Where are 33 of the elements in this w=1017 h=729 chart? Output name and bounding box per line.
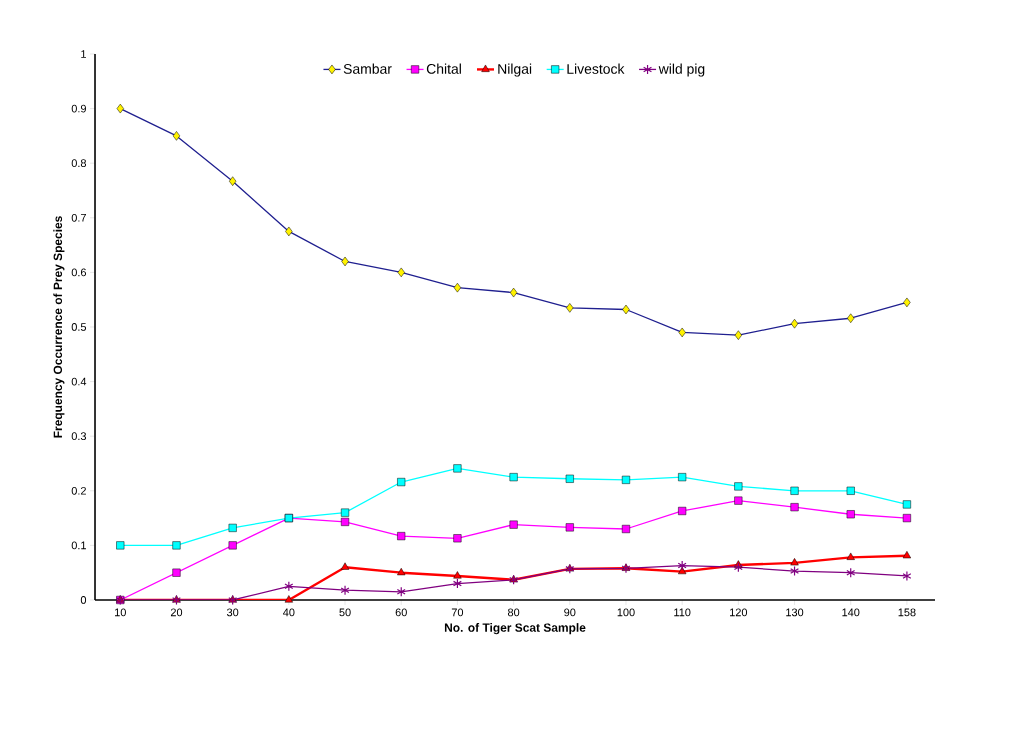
x-tick-label: 140 [842, 608, 860, 617]
x-tick-label: 20 [170, 608, 183, 617]
y-tick-label: 0.3 [71, 432, 87, 441]
y-tick-label: 0.7 [71, 213, 86, 222]
x-tick-label: 120 [730, 608, 748, 617]
legend-label: Sambar [343, 63, 392, 74]
y-tick-label: 1 [81, 50, 86, 58]
y-axis-title: Frequency Occurrence of Prey Species [53, 216, 65, 438]
y-tick-label: 0.5 [71, 323, 87, 331]
x-tick-label: 40 [283, 608, 295, 617]
y-tick-label: 0.1 [71, 541, 86, 550]
x-tick-label: 80 [507, 608, 520, 617]
x-tick-label: 130 [786, 608, 804, 617]
y-tick-label: 0.8 [71, 159, 87, 168]
legend-label: Chital [426, 63, 461, 74]
y-tick-label: 0.4 [71, 377, 87, 386]
x-tick-label: 110 [674, 608, 691, 617]
legend-label: Livestock [567, 63, 625, 74]
legend-label: wild pig [658, 63, 705, 77]
y-tick-label: 0.6 [71, 268, 87, 277]
x-tick-label: 50 [339, 608, 351, 617]
x-axis-title: No. of Tiger Scat Sample [444, 623, 586, 635]
x-tick-label: 30 [227, 608, 239, 617]
x-tick-label: 100 [617, 608, 635, 617]
x-tick-label: 10 [115, 608, 126, 617]
x-tick-label: 158 [898, 608, 916, 617]
y-tick-label: 0.9 [71, 104, 86, 113]
x-tick-label: 60 [395, 608, 407, 617]
y-tick-label: 0 [80, 596, 87, 604]
legend-label: Nilgai [498, 63, 532, 77]
y-tick-label: 0.2 [71, 486, 86, 495]
x-tick-label: 90 [564, 608, 576, 617]
x-tick-label: 70 [451, 608, 464, 617]
